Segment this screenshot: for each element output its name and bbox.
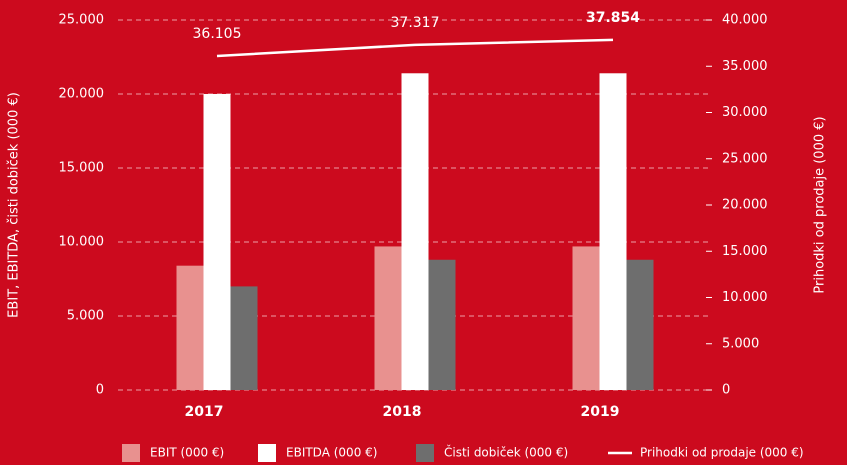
y2-tick-label: 0: [722, 383, 730, 398]
y2-tick-label: 25.000: [722, 151, 768, 166]
bar: [572, 246, 600, 390]
y2-tick-label: 40.000: [722, 13, 768, 28]
y-axis-title: EBIT, EBITDA, čisti dobiček (000 €): [7, 92, 22, 318]
data-label: 37.854: [586, 10, 640, 26]
y2-tick-label: 30.000: [722, 105, 768, 120]
bar: [230, 286, 258, 390]
y-tick-label: 15.000: [59, 161, 105, 176]
y2-axis-title: Prihodki od prodaje (000 €): [813, 116, 828, 293]
legend-label: EBIT (000 €): [150, 446, 224, 460]
y-tick-label: 20.000: [59, 87, 105, 102]
legend-label: EBITDA (000 €): [286, 446, 377, 460]
x-tick-label: 2017: [185, 404, 224, 420]
bar: [599, 73, 627, 390]
legend-swatch: [416, 444, 434, 462]
data-label: 36.105: [193, 26, 242, 42]
y-tick-label: 25.000: [59, 13, 105, 28]
bar: [176, 265, 204, 390]
bar: [626, 259, 654, 390]
bar: [428, 259, 456, 390]
x-tick-label: 2018: [383, 404, 422, 420]
y-tick-label: 0: [96, 383, 104, 398]
legend-label: Prihodki od prodaje (000 €): [640, 446, 804, 460]
line: [216, 38, 614, 58]
x-tick-label: 2019: [581, 404, 620, 420]
bar: [203, 94, 231, 390]
y-tick-label: 10.000: [59, 235, 105, 250]
data-label: 37.317: [391, 15, 440, 31]
bar: [374, 246, 402, 390]
y2-tick-label: 10.000: [722, 290, 768, 305]
bar: [401, 73, 429, 390]
legend-swatch: [122, 444, 140, 462]
y-tick-label: 5.000: [67, 309, 104, 324]
y2-tick-label: 35.000: [722, 59, 768, 74]
y2-tick-label: 5.000: [722, 336, 759, 351]
y2-tick-label: 20.000: [722, 198, 768, 213]
legend-label: Čisti dobiček (000 €): [444, 445, 568, 460]
legend-swatch: [258, 444, 276, 462]
y2-tick-label: 15.000: [722, 244, 768, 259]
